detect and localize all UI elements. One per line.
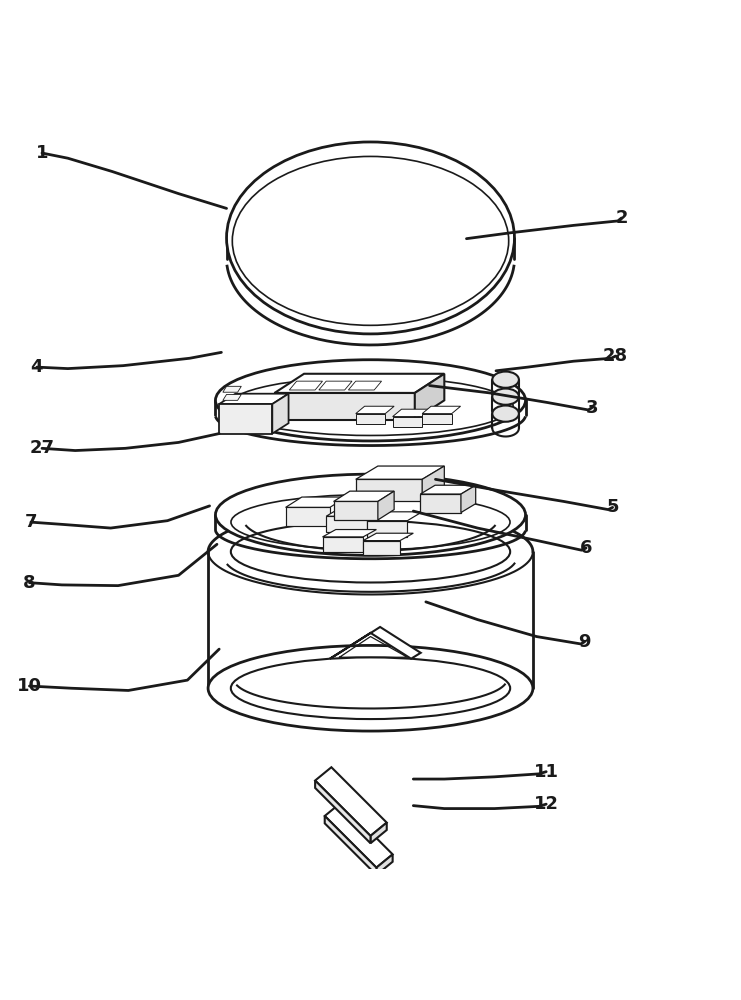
Polygon shape [223,394,242,400]
Polygon shape [367,512,422,521]
Polygon shape [325,803,393,868]
Polygon shape [376,854,393,875]
Polygon shape [393,409,431,417]
Polygon shape [223,386,242,392]
Polygon shape [289,381,322,390]
Text: 10: 10 [17,677,42,695]
Ellipse shape [492,406,519,422]
Polygon shape [415,374,445,420]
Polygon shape [330,627,421,659]
Text: 2: 2 [615,209,628,227]
Polygon shape [370,823,387,843]
Text: 7: 7 [24,513,37,531]
Text: 12: 12 [534,795,559,813]
Polygon shape [322,537,363,552]
Polygon shape [315,781,370,843]
Ellipse shape [492,389,519,405]
Polygon shape [326,507,382,516]
Polygon shape [420,494,461,513]
Polygon shape [422,414,452,424]
Text: 3: 3 [585,399,598,417]
Text: 9: 9 [578,633,591,651]
Polygon shape [322,530,376,537]
Polygon shape [285,497,346,507]
Polygon shape [272,394,288,434]
Ellipse shape [216,360,525,441]
Text: 1: 1 [36,144,48,162]
Text: 28: 28 [603,347,628,365]
Polygon shape [363,541,400,555]
Polygon shape [274,393,415,420]
Polygon shape [274,374,445,393]
Polygon shape [356,406,394,414]
Polygon shape [348,381,382,390]
Polygon shape [422,406,461,414]
Polygon shape [319,381,352,390]
Polygon shape [420,485,476,494]
Text: 27: 27 [30,439,55,457]
Ellipse shape [492,372,519,388]
Polygon shape [219,394,288,404]
Ellipse shape [208,645,533,731]
Text: 8: 8 [23,574,36,592]
Polygon shape [356,414,385,424]
Polygon shape [333,501,378,520]
Text: 5: 5 [606,498,619,516]
Ellipse shape [216,474,525,555]
Polygon shape [219,404,272,434]
Polygon shape [363,533,413,541]
Polygon shape [356,466,445,479]
Polygon shape [285,507,330,526]
Polygon shape [461,485,476,513]
Ellipse shape [227,142,514,334]
Polygon shape [326,516,367,532]
Text: 4: 4 [30,358,43,376]
Polygon shape [333,491,394,501]
Text: 11: 11 [534,763,559,781]
Polygon shape [393,417,422,427]
Text: 6: 6 [579,539,592,557]
Polygon shape [356,479,422,501]
Polygon shape [315,767,387,836]
Polygon shape [378,491,394,520]
Polygon shape [325,816,376,875]
Polygon shape [367,521,408,537]
Polygon shape [422,466,445,501]
